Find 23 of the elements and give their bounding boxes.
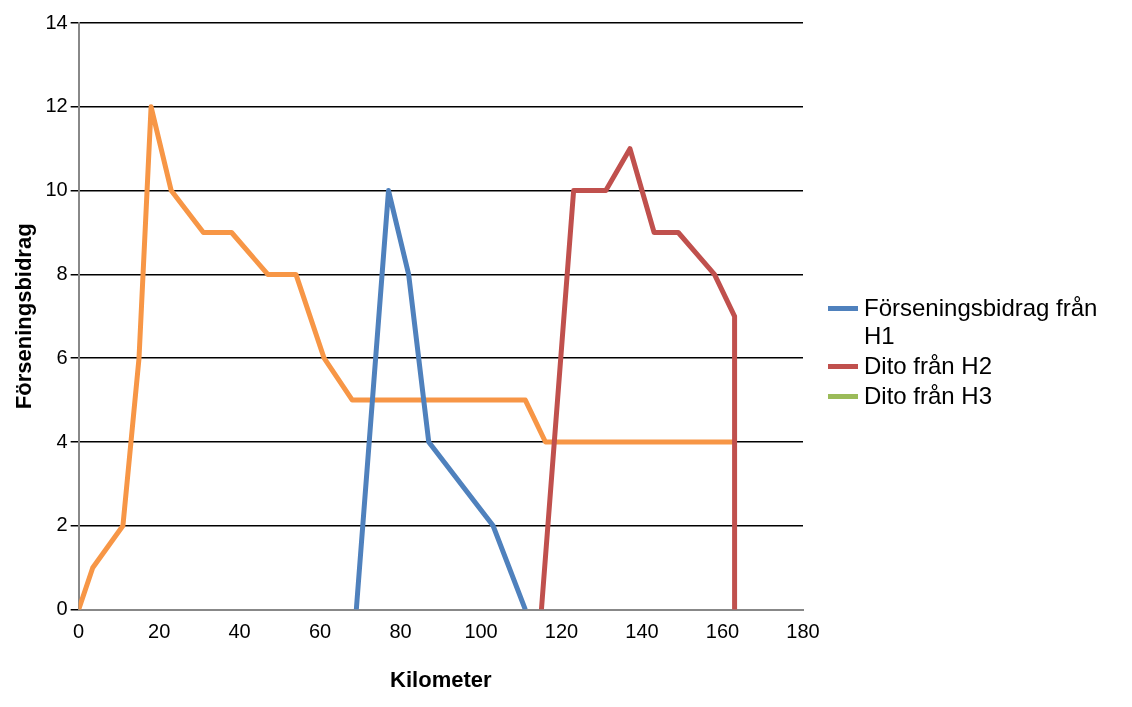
y-tick-label: 4 [56, 429, 68, 452]
legend-label: Dito från H3 [864, 382, 993, 410]
y-axis-title: Förseningsbidrag [11, 223, 37, 410]
x-tick-label: 160 [705, 620, 740, 643]
x-tick-label: 140 [625, 620, 659, 643]
y-tick-label: 10 [45, 178, 68, 201]
legend-label: Dito från H2 [864, 352, 993, 380]
y-tick-label: 2 [56, 513, 68, 536]
x-tick-label: 40 [228, 620, 251, 643]
x-tick-label: 0 [73, 620, 85, 643]
x-tick-label: 100 [464, 620, 498, 643]
y-tick-label: 0 [56, 597, 68, 620]
y-tick-label: 6 [56, 345, 68, 368]
legend-label: Förseningsbidrag från H1 [864, 294, 1099, 350]
x-tick-label: 180 [786, 620, 820, 643]
x-tick-label: 60 [308, 620, 332, 643]
y-tick-label: 8 [56, 261, 68, 284]
x-tick-label: 80 [389, 620, 412, 643]
y-tick-label: 14 [45, 10, 68, 33]
y-tick-label: 12 [45, 94, 68, 117]
x-tick-label: 20 [148, 620, 171, 643]
x-axis-title: Kilometer [390, 666, 492, 692]
x-tick-label: 120 [544, 620, 579, 643]
